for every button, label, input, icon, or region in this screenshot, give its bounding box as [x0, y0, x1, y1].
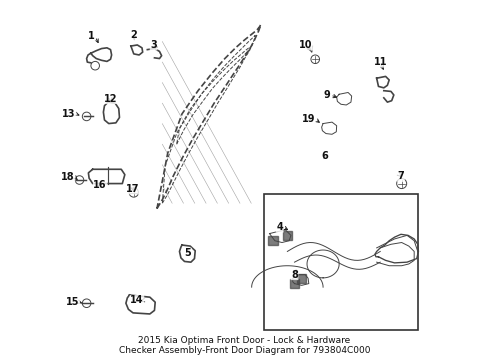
Text: 14: 14: [130, 296, 143, 305]
Text: 6: 6: [321, 151, 327, 161]
Bar: [268, 237, 277, 245]
Bar: [296, 274, 305, 283]
Text: 2: 2: [130, 30, 137, 40]
Text: 7: 7: [397, 171, 404, 181]
Text: 17: 17: [126, 184, 140, 194]
Text: 16: 16: [93, 180, 107, 190]
Text: 10: 10: [299, 40, 312, 50]
Text: 15: 15: [66, 297, 80, 307]
Text: 12: 12: [103, 94, 117, 104]
Bar: [289, 279, 299, 288]
Bar: [282, 231, 291, 240]
Text: 2015 Kia Optima Front Door - Lock & Hardware
Checker Assembly-Front Door Diagram: 2015 Kia Optima Front Door - Lock & Hard…: [119, 336, 369, 355]
Text: 5: 5: [184, 248, 191, 258]
Text: 8: 8: [290, 270, 297, 280]
Text: 18: 18: [61, 172, 75, 182]
Text: 9: 9: [323, 90, 329, 100]
Text: 13: 13: [62, 109, 76, 119]
Text: 19: 19: [301, 114, 315, 124]
Text: 3: 3: [150, 40, 157, 50]
Text: 4: 4: [276, 222, 283, 232]
Text: 1: 1: [88, 31, 95, 41]
Bar: [264, 194, 417, 330]
Text: 11: 11: [373, 57, 386, 67]
